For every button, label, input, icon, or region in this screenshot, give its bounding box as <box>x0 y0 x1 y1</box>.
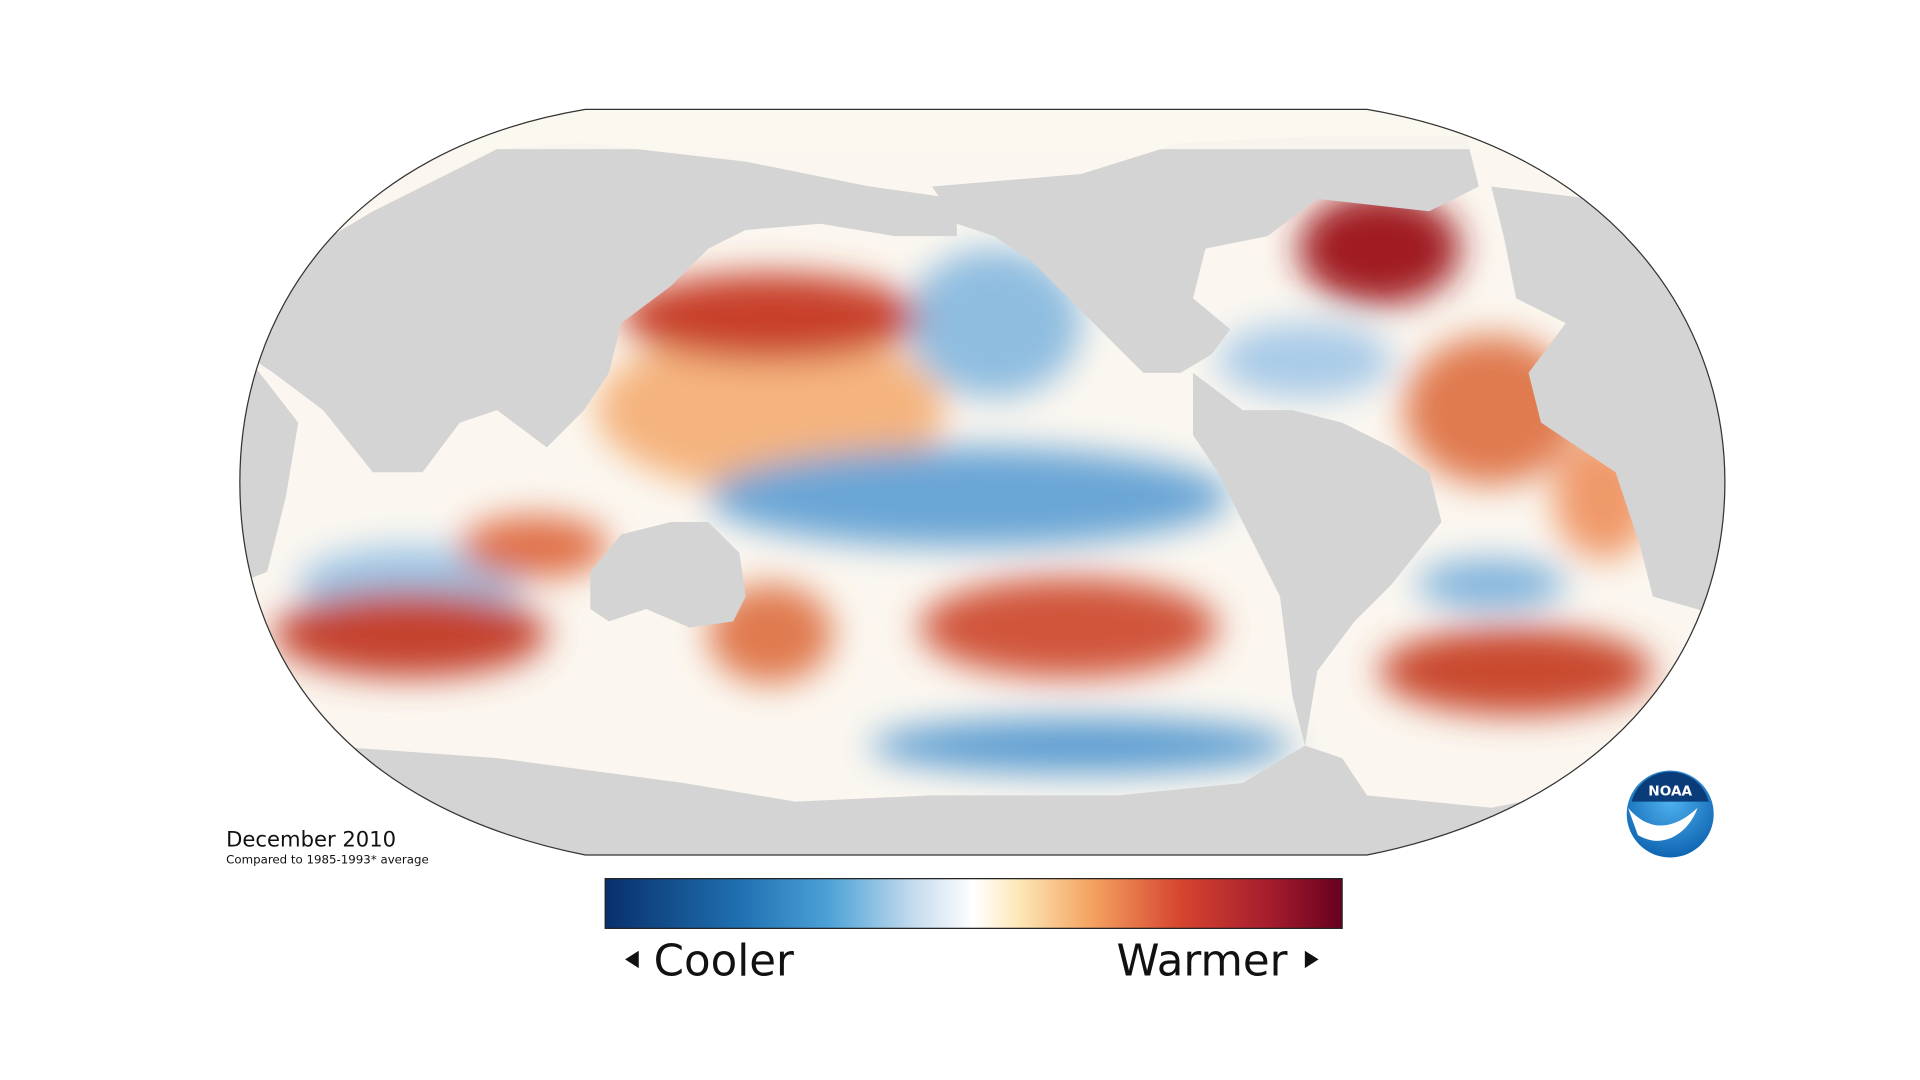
anomaly-field <box>273 192 1653 774</box>
map-area <box>239 109 1725 856</box>
map-frame <box>239 108 1726 856</box>
noaa-logo: NOAA <box>1626 770 1714 858</box>
cooler-label: Cooler <box>654 937 794 987</box>
arctic <box>239 109 1725 150</box>
map-subtitle: Compared to 1985-1993* average <box>226 853 429 867</box>
logo-bird <box>1627 807 1698 841</box>
cooler-arrow <box>625 950 639 969</box>
warmer-arrow <box>1304 950 1319 969</box>
logo-top <box>1631 771 1709 802</box>
logo-text: NOAA <box>1648 783 1692 799</box>
map-title: December 2010 <box>226 826 396 851</box>
warmer-label: Warmer <box>1116 937 1287 987</box>
color-bar <box>604 878 1343 929</box>
